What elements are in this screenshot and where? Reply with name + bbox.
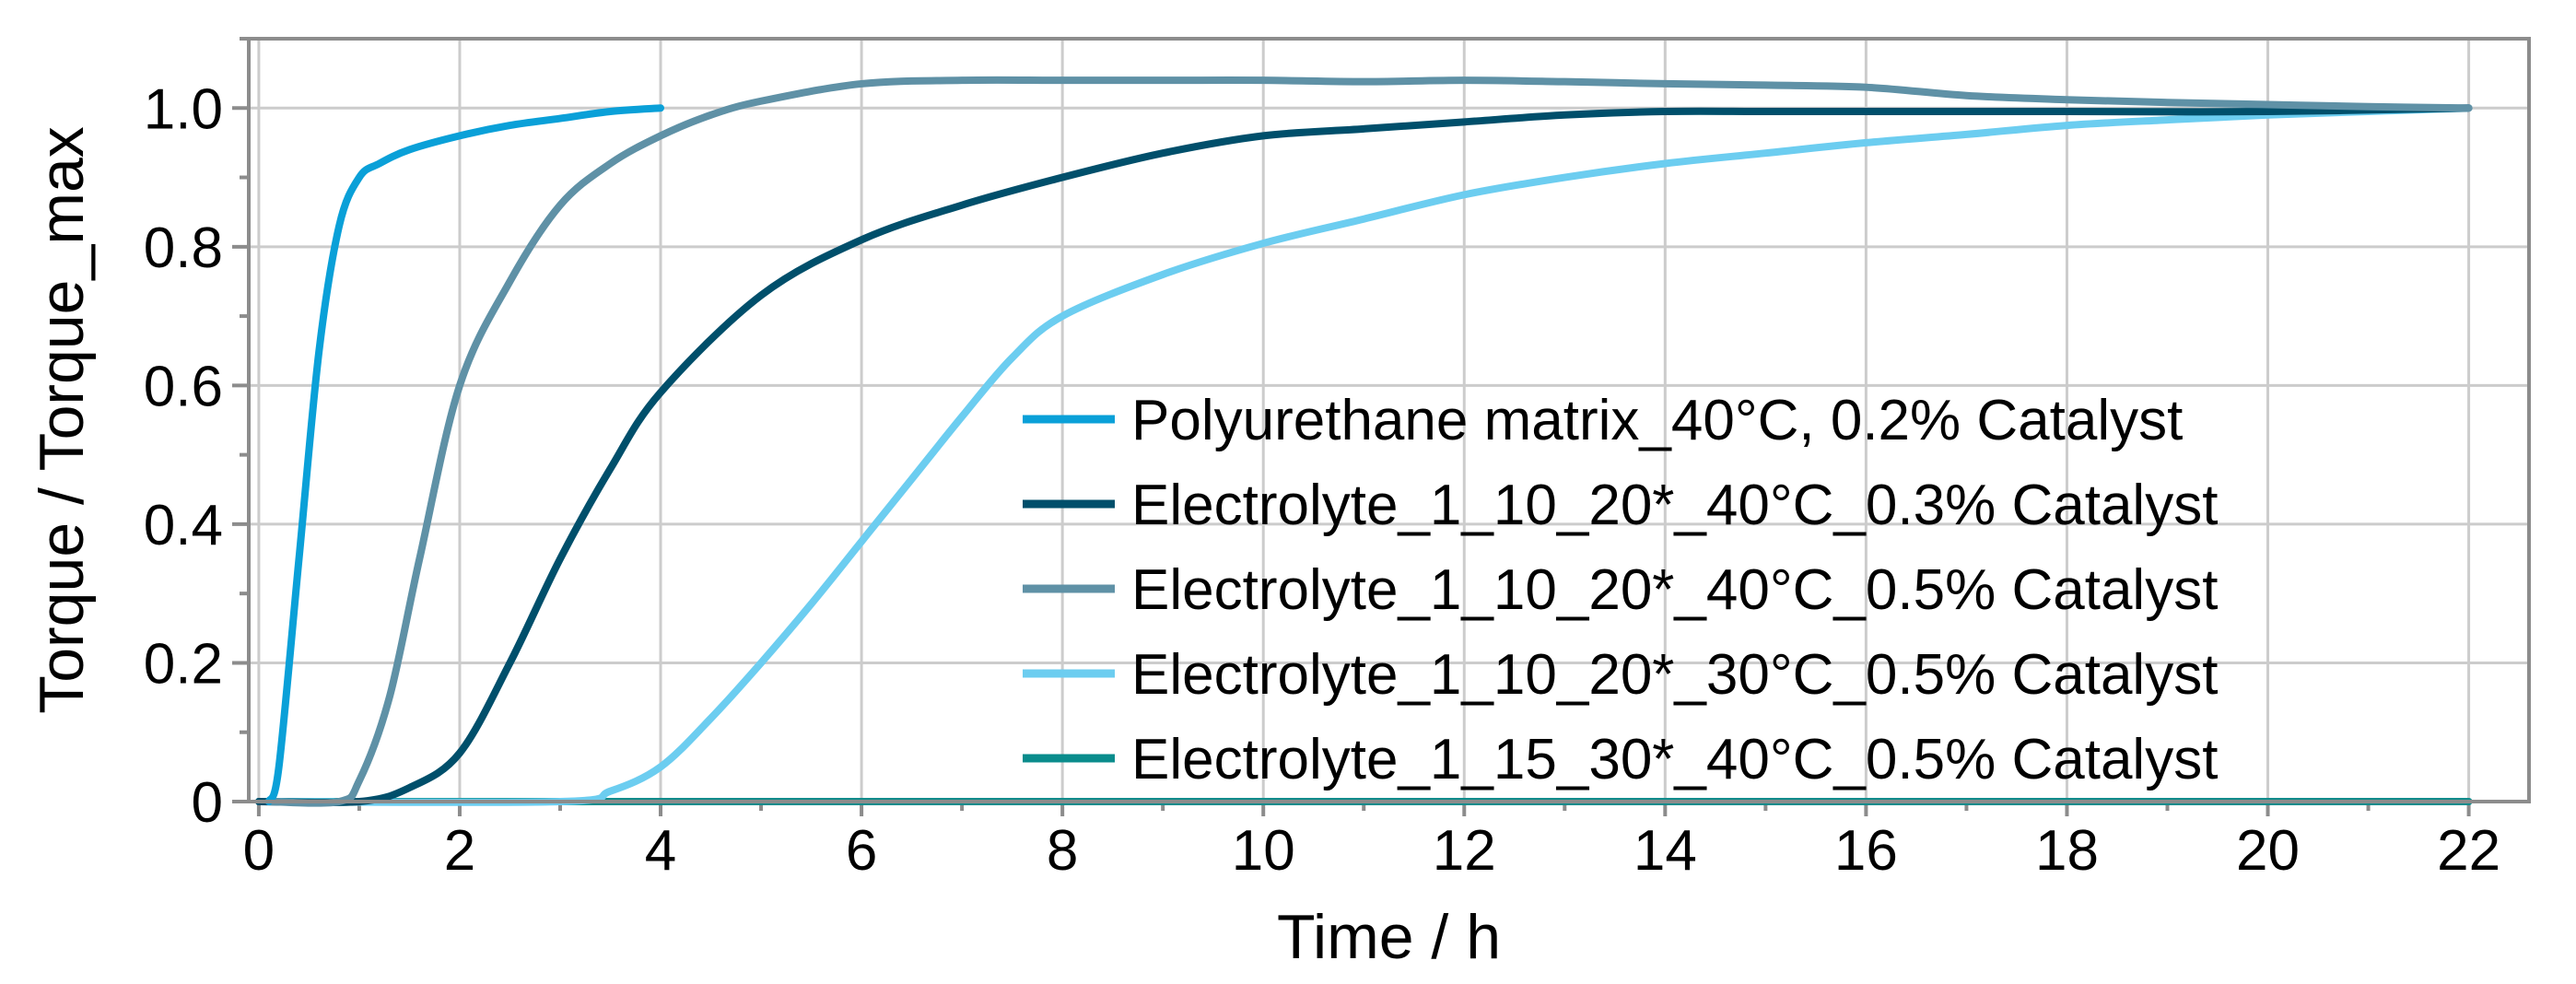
legend-item: Electrolyte_1_10_20*_30°C_0.5% Catalyst xyxy=(1023,643,2218,707)
x-tick-label: 20 xyxy=(2236,819,2300,883)
plot-frame xyxy=(247,37,2531,803)
y-tick-label: 1.0 xyxy=(144,77,223,141)
y-tick-labels: 0 0.2 0.4 0.6 0.8 1.0 xyxy=(144,77,223,835)
series-line-3 xyxy=(264,76,2473,807)
y-tick-label: 0.4 xyxy=(144,494,223,557)
y-tick-label: 0.2 xyxy=(144,632,223,696)
series-line-1 xyxy=(264,104,665,805)
y-tick-label: 0 xyxy=(192,771,223,835)
x-tick-label: 14 xyxy=(1633,819,1697,883)
x-tick-label: 8 xyxy=(1047,819,1078,883)
x-tick-label: 10 xyxy=(1232,819,1295,883)
x-tick-labels: 0 2 4 6 8 10 12 14 16 18 20 22 xyxy=(243,819,2500,883)
y-axis-title: Torque / Torque_max xyxy=(27,126,97,714)
y-tick-label: 0.8 xyxy=(144,217,223,280)
x-tick-label: 2 xyxy=(444,819,475,883)
x-tick-label: 4 xyxy=(645,819,676,883)
x-tick-label: 22 xyxy=(2437,819,2500,883)
x-tick-label: 0 xyxy=(243,819,275,883)
legend-label: Electrolyte_1_10_20*_40°C_0.3% Catalyst xyxy=(1131,474,2218,537)
x-tick-label: 16 xyxy=(1834,819,1898,883)
legend: Polyurethane matrix_40°C, 0.2% Catalyst E… xyxy=(1023,389,2218,791)
legend-item: Electrolyte_1_15_30*_40°C_0.5% Catalyst xyxy=(1023,728,2218,791)
legend-label: Electrolyte_1_15_30*_40°C_0.5% Catalyst xyxy=(1131,728,2218,791)
legend-item: Electrolyte_1_10_20*_40°C_0.5% Catalyst xyxy=(1023,558,2218,622)
x-axis-title: Time / h xyxy=(1277,902,1501,972)
y-tick-label: 0.6 xyxy=(144,355,223,418)
legend-label: Electrolyte_1_10_20*_30°C_0.5% Catalyst xyxy=(1131,643,2218,707)
series-line-4 xyxy=(254,104,2473,806)
legend-label: Polyurethane matrix_40°C, 0.2% Catalyst xyxy=(1131,389,2183,452)
legend-item: Polyurethane matrix_40°C, 0.2% Catalyst xyxy=(1023,389,2183,452)
x-tick-label: 12 xyxy=(1433,819,1496,883)
legend-label: Electrolyte_1_10_20*_40°C_0.5% Catalyst xyxy=(1131,558,2218,622)
x-tick-label: 18 xyxy=(2035,819,2099,883)
x-tick-label: 6 xyxy=(846,819,877,883)
series-line-2 xyxy=(254,104,2473,807)
legend-item: Electrolyte_1_10_20*_40°C_0.3% Catalyst xyxy=(1023,474,2218,537)
